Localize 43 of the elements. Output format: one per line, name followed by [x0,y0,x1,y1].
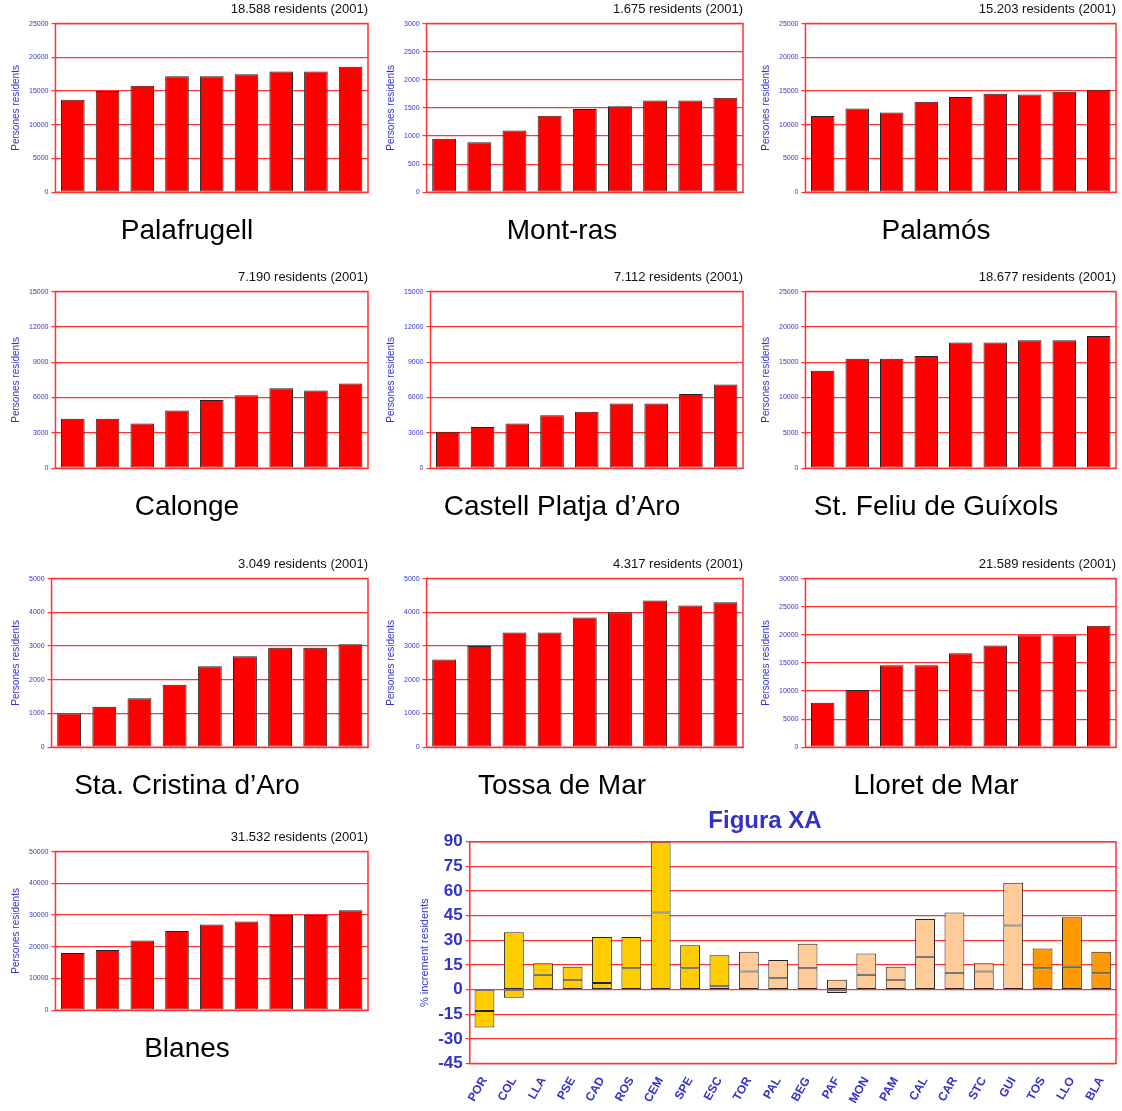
y-tick-label: 90 [443,831,463,851]
chart-subtitle: 1.675 residents (2001) [612,1,743,17]
y-tick-label: -30 [438,1028,463,1048]
text: Castell Platja d’Aro [443,489,681,521]
x-tick-label: PAL [759,1074,784,1102]
text: Mont-ras [506,213,618,245]
text: Blanes [144,1031,230,1063]
y-tick-label: 60 [443,880,463,900]
y-axis-title: Persones residents [759,65,771,151]
y-axis-title: Persones residents [384,620,396,706]
y-axis-title: Persones residents [9,620,21,706]
y-axis-title: Persones residents [9,888,21,974]
y-axis-title: Persones residents [759,337,771,423]
y-tick-label: 0 [453,979,463,999]
y-tick-label: -15 [438,1003,463,1023]
y-axis-title: Persones residents [384,65,396,151]
chart-subtitle: 3.049 residents (2001) [237,556,368,572]
chart-subtitle: 31.532 residents (2001) [230,829,368,845]
y-tick-label: 15 [443,954,463,974]
text: Calonge [134,489,240,521]
y-tick-label: 75 [443,856,463,876]
text: Palamós [881,213,991,245]
chart-subtitle: 21.589 residents (2001) [978,556,1116,572]
text: Lloret de Mar [853,768,1019,800]
chart-subtitle: 15.203 residents (2001) [978,1,1116,17]
y-tick-label: -45 [438,1053,463,1073]
y-axis-title: Persones residents [759,620,771,706]
text: Tossa de Mar [477,768,647,800]
y-axis-title: Persones residents [9,65,21,151]
y-axis-title: % increment residents [417,897,430,1008]
chart-subtitle: 7.190 residents (2001) [237,269,368,285]
chart-subtitle: 4.317 residents (2001) [612,556,743,572]
y-axis-title: Persones residents [9,337,21,423]
chart-title: Figura XA [708,806,822,834]
chart-subtitle: 18.677 residents (2001) [978,269,1116,285]
text: Sta. Cristina d’Aro [74,768,300,800]
text: Palafrugell [120,213,254,245]
chart-subtitle: 7.112 residents (2001) [613,269,743,285]
text: St. Feliu de Guíxols [813,489,1059,521]
y-tick-label: 45 [443,905,463,925]
chart-subtitle: 18.588 residents (2001) [230,1,368,17]
y-tick-label: 30 [443,930,463,950]
y-axis-title: Persones residents [384,337,396,423]
